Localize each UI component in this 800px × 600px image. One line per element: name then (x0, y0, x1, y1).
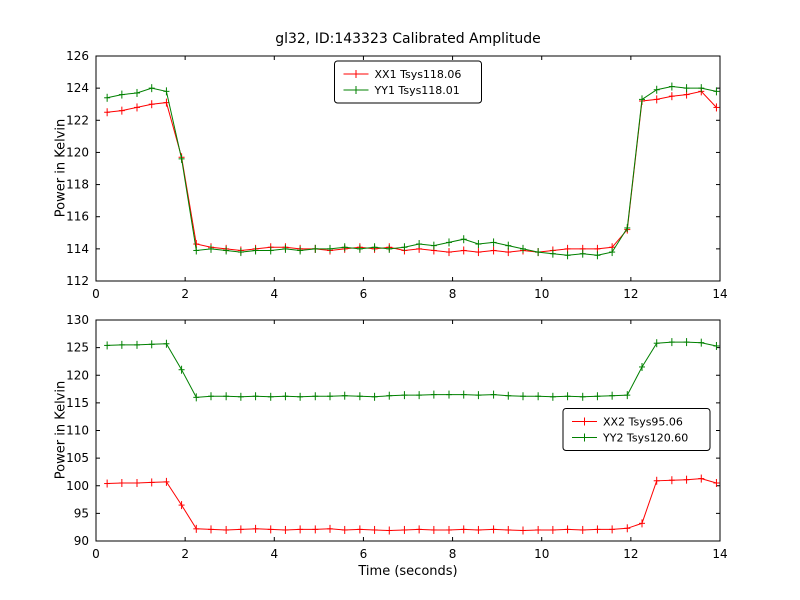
series-line (107, 478, 717, 532)
y-tick-label: 110 (66, 424, 89, 438)
x-tick-label: 6 (360, 547, 368, 561)
bottom-plot-ylabel: Power in Kelvin (53, 380, 69, 480)
legend-label: XX1 Tsys118.06 (375, 68, 462, 81)
top-plot: 0 2 4 6 8 10 12 14 112 114 116 118 120 122 124 126 XX1 T… (66, 49, 728, 301)
y-tick-label: 112 (66, 274, 89, 288)
legend: XX2 Tsys95.06 YY2 Tsys120.60 (562, 408, 711, 451)
y-tick-label: 130 (66, 313, 89, 327)
legend-label: YY2 Tsys120.60 (602, 432, 688, 445)
legend-box (562, 408, 711, 451)
x-tick-label: 6 (360, 287, 368, 301)
x-tick-label: 4 (270, 547, 278, 561)
top-plot-ylabel: Power in Kelvin (53, 118, 69, 218)
x-tick-label: 0 (92, 287, 100, 301)
bottom-plot: 0 2 4 6 8 10 12 14 90 95 100 105 110 115 120 125 130 XX2 … (66, 313, 728, 561)
y-tick-label: 125 (66, 341, 89, 355)
y-tick-label: 124 (66, 81, 89, 95)
x-tick-label: 12 (623, 287, 638, 301)
chart-title: gl32, ID:143323 Calibrated Amplitude (275, 31, 541, 47)
y-tick-label: 120 (66, 145, 89, 159)
x-tick-label: 0 (92, 547, 100, 561)
y-tick-label: 122 (66, 113, 89, 127)
y-tick-label: 115 (66, 396, 89, 410)
x-tick-label: 2 (181, 287, 189, 301)
y-tick-label: 114 (66, 242, 89, 256)
x-tick-label: 8 (449, 287, 457, 301)
y-tick-label: 120 (66, 368, 89, 382)
x-axis-label: Time (seconds) (358, 564, 458, 579)
legend-box (334, 60, 482, 104)
y-tick-label: 118 (66, 178, 89, 192)
legend: XX1 Tsys118.06 YY1 Tsys118.01 (334, 60, 482, 104)
x-tick-label: 12 (623, 547, 638, 561)
series-line (107, 341, 717, 398)
x-tick-label: 8 (449, 547, 457, 561)
x-tick-label: 14 (712, 547, 727, 561)
y-tick-label: 95 (74, 506, 89, 520)
x-tick-label: 2 (181, 547, 189, 561)
x-tick-label: 10 (534, 287, 549, 301)
y-tick-label: 116 (66, 210, 89, 224)
y-tick-label: 100 (66, 479, 89, 493)
y-tick-label: 105 (66, 451, 89, 465)
axes-frame (95, 55, 721, 282)
x-tick-label: 14 (712, 287, 727, 301)
y-tick-label: 90 (74, 534, 89, 548)
x-tick-label: 10 (534, 547, 549, 561)
x-tick-label: 4 (270, 287, 278, 301)
y-tick-label: 126 (66, 49, 89, 63)
legend-label: YY1 Tsys118.01 (374, 84, 460, 97)
legend-label: XX2 Tsys95.06 (603, 416, 683, 429)
